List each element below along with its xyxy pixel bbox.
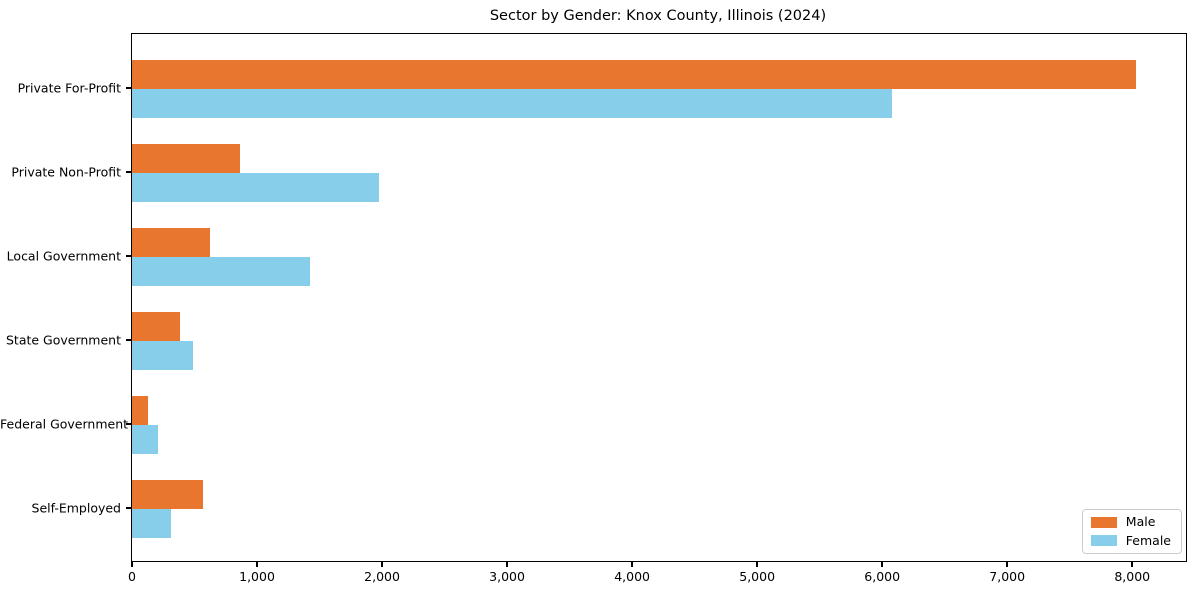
xtick-mark (881, 562, 883, 567)
ytick-label: Local Government (6, 248, 121, 264)
xtick-mark (1006, 562, 1008, 567)
bar-male-self-employed (132, 480, 204, 509)
legend-item-male: Male (1090, 514, 1171, 529)
ytick-mark (126, 87, 131, 89)
bar-male-state-government (132, 312, 180, 341)
ytick-mark (126, 255, 131, 257)
xtick-label: 8,000 (1114, 569, 1151, 584)
xtick-mark (381, 562, 383, 567)
xtick-label: 5,000 (739, 569, 776, 584)
ytick-label: Self-Employed (31, 500, 121, 516)
bar-female-private-for-profit (132, 89, 892, 118)
xtick-label: 1,000 (239, 569, 275, 584)
ytick-label: Private For-Profit (17, 80, 121, 96)
bar-male-private-non-profit (132, 144, 241, 173)
xtick-mark (256, 562, 258, 567)
bar-male-private-for-profit (132, 60, 1136, 89)
chart-title: Sector by Gender: Knox County, Illinois … (489, 8, 827, 24)
ytick-label: Federal Government (0, 416, 129, 432)
xtick-label: 2,000 (364, 569, 400, 584)
xtick-label: 6,000 (864, 569, 901, 584)
bar-female-federal-government (132, 425, 158, 454)
xtick-label: 0 (128, 569, 136, 584)
bar-female-local-government (132, 257, 310, 286)
legend: Male Female (1081, 509, 1182, 554)
xtick-mark (131, 562, 133, 567)
xtick-mark (1131, 562, 1133, 567)
bar-female-state-government (132, 341, 194, 370)
xtick-mark (506, 562, 508, 567)
xtick-label: 3,000 (489, 569, 525, 584)
bar-male-local-government (132, 228, 210, 257)
bar-female-private-non-profit (132, 173, 379, 202)
ytick-mark (126, 339, 131, 341)
xtick-mark (631, 562, 633, 567)
legend-label-male: Male (1125, 514, 1156, 529)
ytick-mark (126, 423, 131, 425)
xtick-label: 7,000 (989, 569, 1026, 584)
bar-male-federal-government (132, 396, 148, 425)
legend-label-female: Female (1125, 532, 1171, 548)
legend-swatch-female-icon (1090, 535, 1117, 547)
xtick-label: 4,000 (614, 569, 651, 584)
bar-female-self-employed (132, 509, 172, 538)
legend-swatch-male-icon (1090, 516, 1117, 528)
plot-area: Male Female (131, 33, 1187, 562)
xtick-mark (756, 562, 758, 567)
ytick-label: State Government (5, 332, 121, 348)
legend-item-female: Female (1090, 532, 1171, 548)
ytick-mark (126, 171, 131, 173)
ytick-mark (126, 507, 131, 509)
ytick-label: Private Non-Profit (11, 164, 121, 180)
